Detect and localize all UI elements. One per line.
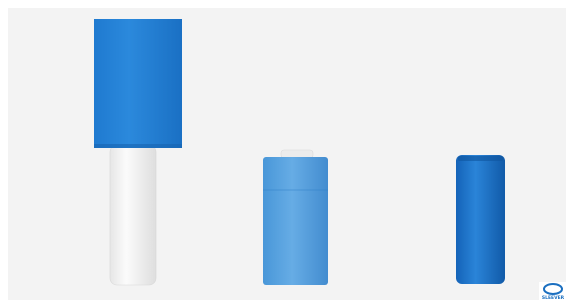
sleeve: [94, 19, 182, 148]
stage-three: [456, 155, 505, 284]
sleeve-edge: [94, 144, 182, 148]
can-top: [458, 156, 503, 161]
scene: SLEEVER: [0, 0, 572, 307]
bottle: [110, 145, 156, 285]
can: [456, 155, 505, 284]
stage-two: [263, 150, 328, 285]
logo-text: SLEEVER: [542, 295, 565, 301]
bottle-neck: [281, 150, 313, 158]
logo: SLEEVER: [539, 282, 567, 301]
sleeve: [263, 157, 328, 285]
